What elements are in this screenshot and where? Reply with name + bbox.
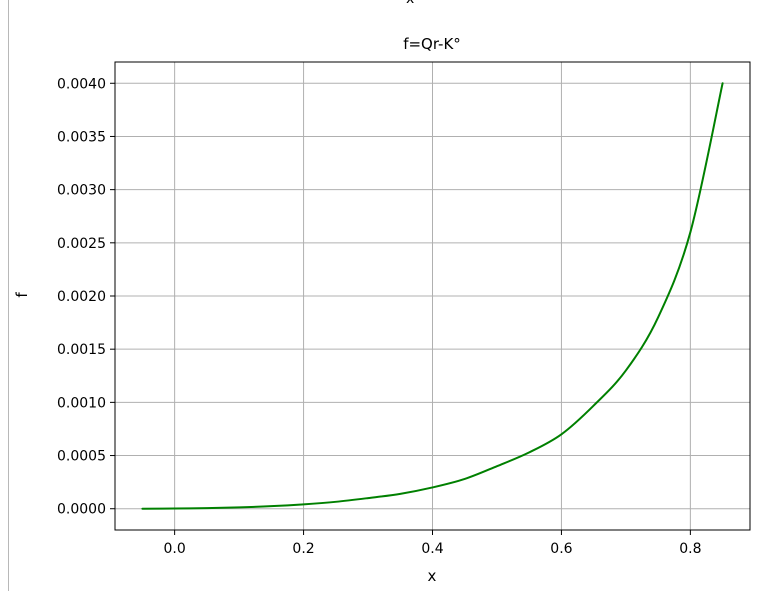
x-tick-label: 0.4 <box>421 541 443 557</box>
y-tick-label: 0.0030 <box>57 183 106 199</box>
y-tick-label: 0.0000 <box>57 502 106 518</box>
grid-lines <box>115 62 750 530</box>
y-tick-label: 0.0025 <box>57 236 106 252</box>
series-layer <box>141 82 724 510</box>
y-axis-ticks: 0.0000 0.0005 0.0010 0.0015 0.0020 0.0025 0.00… <box>57 76 115 518</box>
left-divider <box>8 0 9 591</box>
series-line <box>141 82 724 510</box>
y-axis-label: f <box>13 292 31 298</box>
x-tick-label: 0.0 <box>163 541 185 557</box>
y-tick-label: 0.0015 <box>57 342 106 358</box>
y-tick-label: 0.0010 <box>57 395 106 411</box>
top-cropped-label: x <box>406 0 414 7</box>
y-tick-label: 0.0020 <box>57 289 106 305</box>
y-tick-label: 0.0035 <box>57 129 106 145</box>
y-tick-label: 0.0040 <box>57 76 106 92</box>
x-tick-label: 0.2 <box>292 541 314 557</box>
x-tick-label: 0.8 <box>679 541 701 557</box>
y-tick-label: 0.0005 <box>57 449 106 465</box>
chart-title: f=Qr-K° <box>403 35 461 53</box>
x-axis-ticks: 0.0 0.2 0.4 0.6 0.8 <box>163 530 702 557</box>
x-axis-label: x <box>428 567 437 585</box>
x-tick-label: 0.6 <box>550 541 572 557</box>
